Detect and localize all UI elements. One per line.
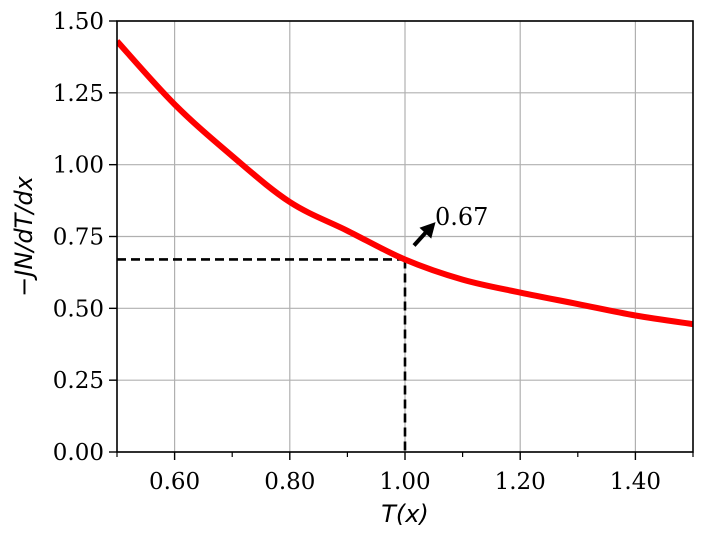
y-tick-label: 0.25	[53, 368, 104, 394]
y-tick-label: 0.50	[53, 296, 104, 322]
x-tick-label: 1.20	[495, 469, 546, 495]
annotation-label: 0.67	[435, 203, 488, 231]
series-line-0	[117, 39, 693, 328]
x-tick-label: 1.40	[610, 469, 661, 495]
annotation-group: 0.67	[412, 203, 488, 247]
y-tick-label: 1.50	[53, 9, 104, 35]
ticks: 0.60 0.80 1.00 1.20 1.40 0.00 0.25 0.50 0.75 1.00…	[53, 9, 694, 495]
x-tick-label: 0.60	[149, 469, 200, 495]
series-group	[117, 39, 693, 328]
y-tick-label: 0.75	[53, 225, 104, 251]
x-tick-label: 1.00	[379, 469, 430, 495]
y-tick-label: 1.00	[53, 153, 104, 179]
x-axis-label: T(x)	[381, 500, 429, 528]
y-tick-label: 0.00	[53, 440, 104, 466]
reference-lines	[117, 258, 407, 452]
annotation-arrow-head	[419, 222, 436, 239]
y-axis-label: −JN/dT/dx	[10, 175, 38, 296]
x-tick-label: 0.80	[264, 469, 315, 495]
y-tick-label: 1.25	[53, 81, 104, 107]
